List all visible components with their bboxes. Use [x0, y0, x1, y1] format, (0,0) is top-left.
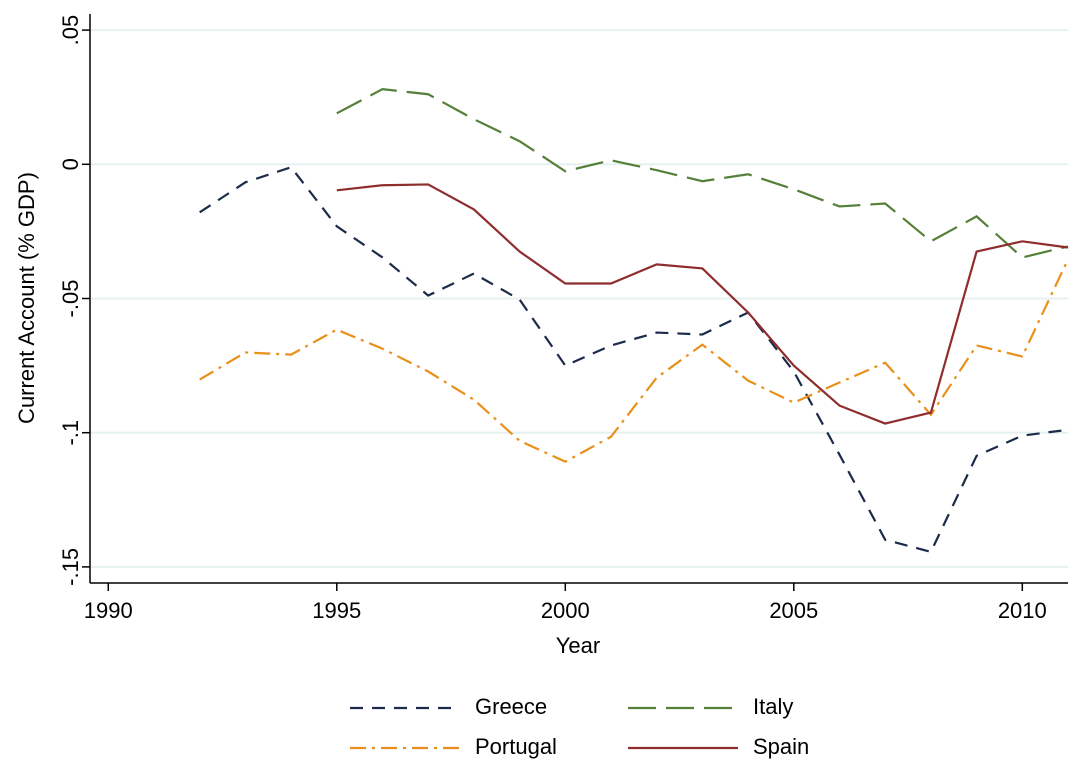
x-tick-label: 1995	[312, 598, 361, 623]
y-tick-label: -.05	[58, 280, 83, 318]
series-line	[199, 258, 1069, 463]
series-line	[336, 183, 1069, 425]
x-axis-title: Year	[556, 633, 600, 658]
legend-label: Portugal	[475, 734, 557, 759]
legend-label: Spain	[753, 734, 809, 759]
y-tick-label: 0	[58, 158, 83, 170]
y-tick-label: .05	[58, 15, 83, 46]
y-tick-label: -.15	[58, 548, 83, 586]
series-line	[199, 165, 1069, 554]
x-tick-label: 2005	[769, 598, 818, 623]
legend-label: Italy	[753, 694, 793, 719]
y-tick-label: -.1	[58, 420, 83, 446]
x-tick-label: 2000	[541, 598, 590, 623]
y-axis-title: Current Account (% GDP)	[14, 172, 39, 424]
x-tick-label: 1990	[84, 598, 133, 623]
x-tick-label: 2010	[998, 598, 1047, 623]
series-line	[336, 88, 1069, 259]
legend-label: Greece	[475, 694, 547, 719]
